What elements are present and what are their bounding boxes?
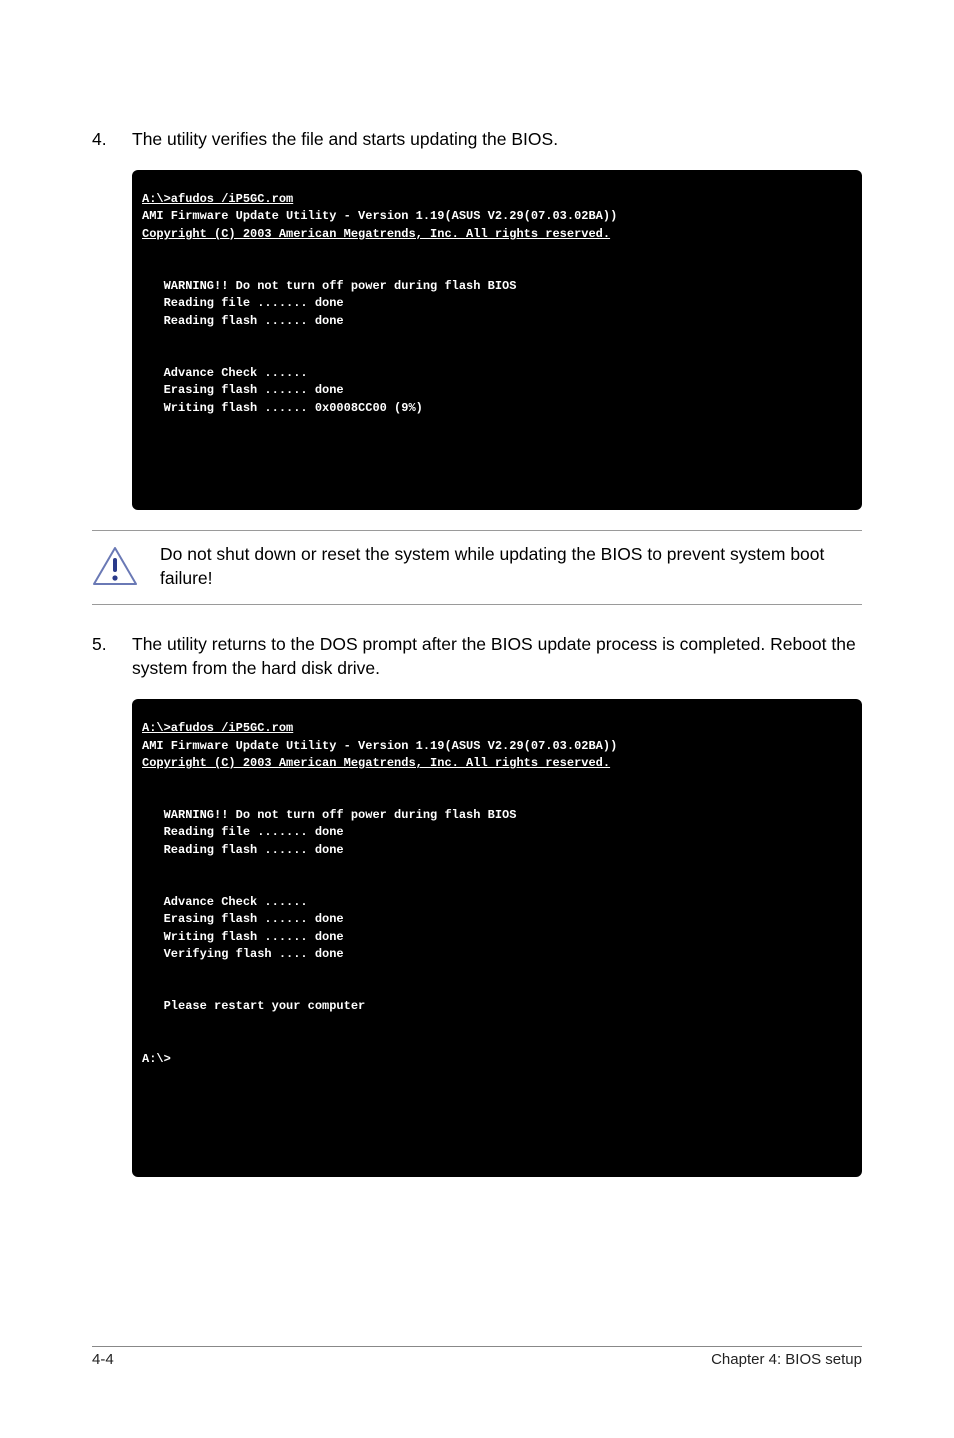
terminal-1-line3: Copyright (C) 2003 American Megatrends, … <box>142 227 610 241</box>
terminal-1-body4: Advance Check ...... <box>142 366 308 380</box>
terminal-1-body5: Erasing flash ...... done <box>142 383 344 397</box>
terminal-1: A:\>afudos /iP5GC.rom AMI Firmware Updat… <box>132 170 862 511</box>
terminal-2-line2: AMI Firmware Update Utility - Version 1.… <box>142 739 617 753</box>
page-footer: 4-4 Chapter 4: BIOS setup <box>92 1346 862 1368</box>
terminal-2: A:\>afudos /iP5GC.rom AMI Firmware Updat… <box>132 699 862 1178</box>
terminal-1-body3: Reading flash ...... done <box>142 314 344 328</box>
terminal-2-body6: Writing flash ...... done <box>142 930 344 944</box>
step-4-number: 4. <box>92 128 132 152</box>
terminal-2-line3: Copyright (C) 2003 American Megatrends, … <box>142 756 610 770</box>
step-4-text: The utility verifies the file and starts… <box>132 128 862 152</box>
terminal-1-body1: WARNING!! Do not turn off power during f… <box>142 279 516 293</box>
terminal-1-cmd: A:\>afudos /iP5GC.rom <box>142 192 293 206</box>
terminal-2-body2: Reading file ....... done <box>142 825 344 839</box>
terminal-2-prompt: A:\> <box>142 1052 171 1066</box>
step-4: 4. The utility verifies the file and sta… <box>92 128 862 152</box>
warning-note: Do not shut down or reset the system whi… <box>92 530 862 605</box>
terminal-2-cmd: A:\>afudos /iP5GC.rom <box>142 721 293 735</box>
terminal-2-body5: Erasing flash ...... done <box>142 912 344 926</box>
step-5: 5. The utility returns to the DOS prompt… <box>92 633 862 680</box>
warning-icon <box>92 543 138 592</box>
terminal-2-body7: Verifying flash .... done <box>142 947 344 961</box>
terminal-1-line2: AMI Firmware Update Utility - Version 1.… <box>142 209 617 223</box>
footer-right: Chapter 4: BIOS setup <box>711 1351 862 1368</box>
terminal-2-body3: Reading flash ...... done <box>142 843 344 857</box>
terminal-2-body8: Please restart your computer <box>142 999 365 1013</box>
terminal-1-body6: Writing flash ...... 0x0008CC00 (9%) <box>142 401 423 415</box>
terminal-2-body4: Advance Check ...... <box>142 895 308 909</box>
step-5-text: The utility returns to the DOS prompt af… <box>132 633 862 680</box>
footer-left: 4-4 <box>92 1351 114 1368</box>
warning-note-text: Do not shut down or reset the system whi… <box>160 543 854 590</box>
terminal-2-body1: WARNING!! Do not turn off power during f… <box>142 808 516 822</box>
terminal-1-body2: Reading file ....... done <box>142 296 344 310</box>
step-5-number: 5. <box>92 633 132 657</box>
